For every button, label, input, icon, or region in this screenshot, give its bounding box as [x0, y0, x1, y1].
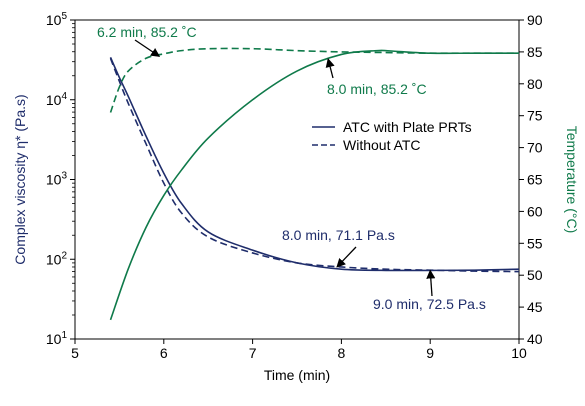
legend-label-atc: ATC with Plate PRTs	[343, 119, 472, 135]
plot-frame	[74, 19, 520, 340]
x-tick-label: 6	[160, 345, 168, 361]
legend-label-without-atc: Without ATC	[343, 137, 421, 153]
axis-ticks: 5 6 7 8 9 10 101 102 103 104 105 40 45 50 55 60 65 70 75 80…	[46, 11, 543, 361]
annotation-label: 9.0 min, 72.5 Pa.s	[373, 296, 486, 312]
annotation-layer: 6.2 min, 85.2 ˚C 8.0 min, 85.2 ˚C 8.0 min,…	[97, 24, 486, 312]
y-right-tick-label: 65	[527, 172, 543, 188]
series-layer	[109, 47, 520, 321]
y-right-tick-label: 80	[527, 76, 543, 92]
annotation-arrow	[325, 58, 335, 79]
y-right-tick-label: 50	[527, 267, 543, 283]
x-axis-title: Time (min)	[264, 367, 330, 383]
y-left-tick-label: 105	[46, 11, 68, 28]
y-right-tick-label: 40	[527, 331, 543, 347]
temperature-without-atc-line	[109, 47, 519, 113]
y-axis-left-title: Complex viscosity η* (Pa.s)	[12, 94, 28, 264]
legend: ATC with Plate PRTs Without ATC	[312, 119, 472, 153]
annotation-label: 6.2 min, 85.2 ˚C	[97, 24, 197, 40]
annotation-arrow	[426, 269, 436, 297]
y-left-tick-label: 103	[46, 171, 68, 188]
annotation-label: 8.0 min, 85.2 ˚C	[327, 81, 427, 97]
y-right-tick-label: 55	[527, 235, 543, 251]
x-tick-label: 7	[249, 345, 257, 361]
y-right-tick-label: 85	[527, 44, 543, 60]
y-axis-right-title: Temperature (°C)	[564, 126, 580, 234]
y-right-tick-label: 90	[527, 12, 543, 28]
x-tick-label: 5	[71, 345, 79, 361]
plot-area	[74, 19, 520, 340]
y-left-tick-label: 104	[46, 91, 68, 108]
x-tick-label: 8	[338, 345, 346, 361]
annotation-arrow	[134, 39, 161, 57]
y-right-tick-label: 60	[527, 203, 543, 219]
annotation-label: 8.0 min, 71.1 Pa.s	[282, 227, 395, 243]
x-tick-label: 10	[511, 345, 527, 361]
y-right-tick-label: 45	[527, 299, 543, 315]
y-left-tick-label: 102	[46, 250, 68, 267]
annotation-arrow	[336, 246, 357, 268]
y-right-tick-label: 70	[527, 140, 543, 156]
temperature-atc-line	[109, 49, 519, 321]
y-left-tick-label: 101	[46, 330, 68, 347]
x-tick-label: 9	[426, 345, 434, 361]
y-right-tick-label: 75	[527, 108, 543, 124]
